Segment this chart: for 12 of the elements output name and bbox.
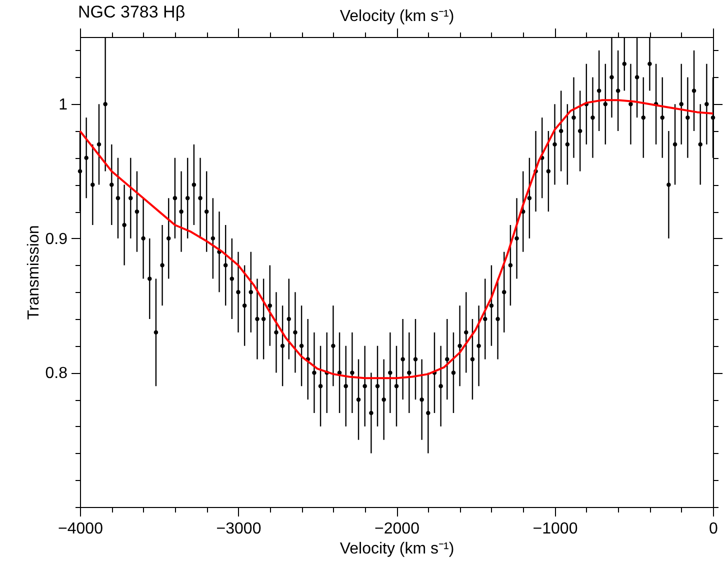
- y-axis-title: Transmission: [25, 225, 42, 320]
- x-axis-title: Velocity (km s⁻¹): [340, 540, 454, 558]
- chart-title: NGC 3783 Hβ: [78, 2, 186, 22]
- x-tick-label: −3000: [216, 520, 262, 538]
- x-tick-label: 0: [709, 520, 718, 538]
- x-tick-label: −1000: [532, 520, 578, 538]
- y-tick-label: 0.8: [45, 365, 68, 382]
- x-tick-label: −4000: [58, 520, 104, 538]
- y-tick-label: 1: [58, 96, 68, 114]
- y-tick-label: 0.9: [45, 230, 68, 248]
- x-tick-label: −2000: [374, 520, 420, 538]
- x2-axis-title: Velocity (km s⁻¹): [340, 8, 454, 25]
